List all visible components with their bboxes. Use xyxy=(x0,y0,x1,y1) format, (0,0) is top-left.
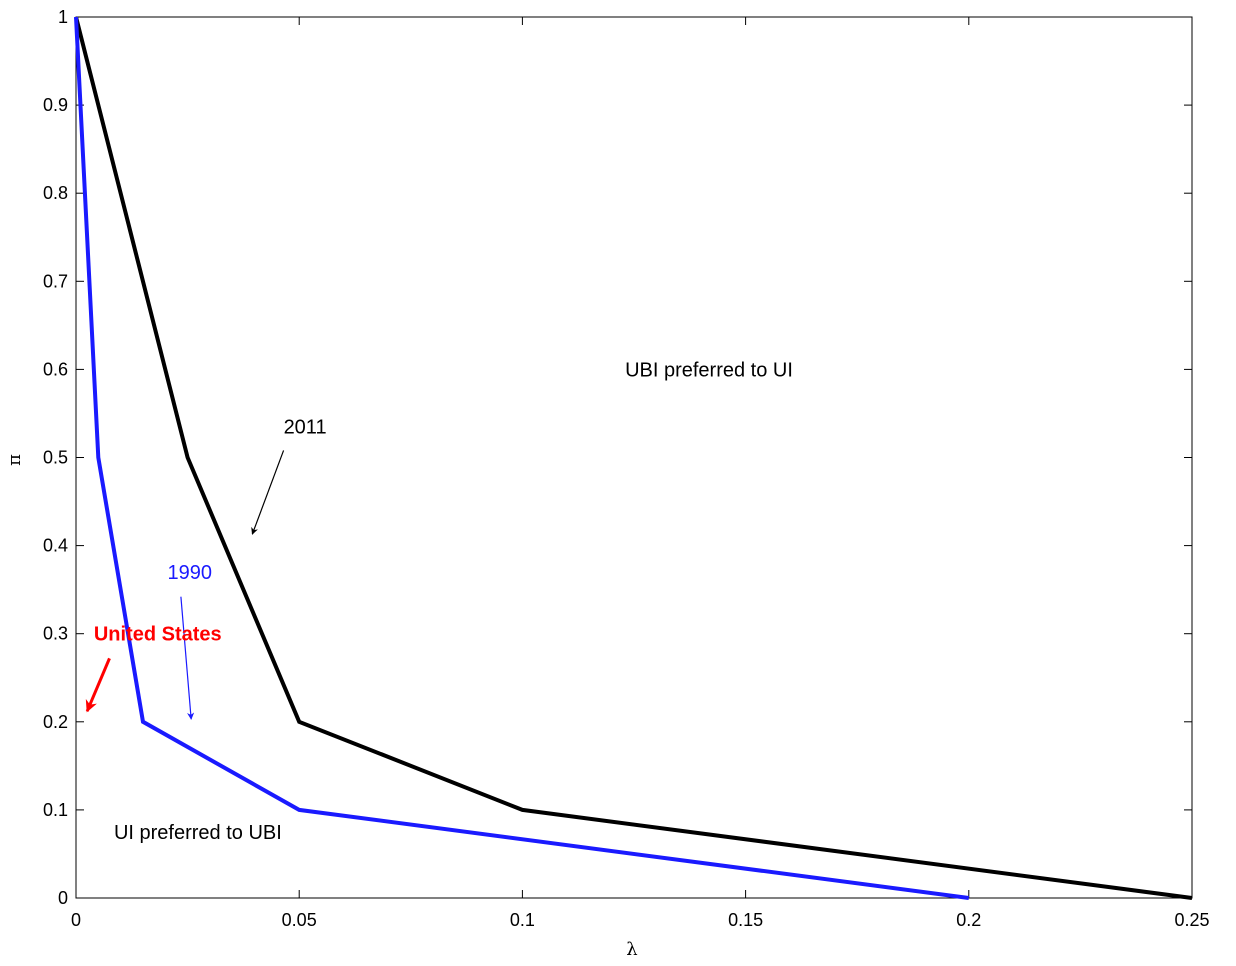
y-tick-label: 0.1 xyxy=(43,800,68,820)
series-line-1 xyxy=(74,16,1193,900)
y-tick-label: 0.4 xyxy=(43,536,68,556)
plot-frame xyxy=(75,16,1193,899)
y-tick-label: 0.2 xyxy=(43,712,68,732)
annotation-arrow-2 xyxy=(180,596,195,720)
annotation-label: 2011 xyxy=(284,417,327,439)
x-tick-label: 0.2 xyxy=(956,910,981,930)
series-layer xyxy=(74,16,1193,900)
y-axis: 0 0.1 0.2 0.3 0.4 0.5 0.6 0.7 0.8 0.9 1 xyxy=(43,7,1192,908)
arrow-layer xyxy=(85,450,285,720)
x-tick-label: 0.1 xyxy=(510,910,535,930)
y-axis-label: π xyxy=(4,454,25,466)
x-axis: 0 0.05 0.1 0.15 0.2 0.25 xyxy=(71,17,1210,930)
x-tick-label: 0.05 xyxy=(282,910,317,930)
y-tick-label: 0.3 xyxy=(43,624,68,644)
y-tick-label: 0.5 xyxy=(43,448,68,468)
series-line-2 xyxy=(74,16,970,900)
x-tick-label: 0.15 xyxy=(728,910,763,930)
x-tick-label: 0.25 xyxy=(1174,910,1209,930)
annotation-label: UI preferred to UBI xyxy=(114,822,282,844)
y-tick-label: 0 xyxy=(58,888,68,908)
annotation-label: UBI preferred to UI xyxy=(625,359,793,381)
plot-area xyxy=(75,16,1193,899)
y-tick-label: 0.8 xyxy=(43,183,68,203)
y-tick-label: 0.7 xyxy=(43,271,68,291)
annotation-arrow-3 xyxy=(85,657,111,713)
y-tick-label: 0.9 xyxy=(43,95,68,115)
annotation-label: United States xyxy=(94,624,222,646)
y-tick-label: 1 xyxy=(58,7,68,27)
annotation-label: 1990 xyxy=(168,562,213,584)
annotation-arrow-1 xyxy=(251,450,285,535)
x-axis-label: λ xyxy=(626,939,637,960)
y-tick-label: 0.6 xyxy=(43,359,68,379)
annotation-layer: UBI preferred to UI UI preferred to UBI 20… xyxy=(94,359,793,844)
x-tick-label: 0 xyxy=(71,910,81,930)
